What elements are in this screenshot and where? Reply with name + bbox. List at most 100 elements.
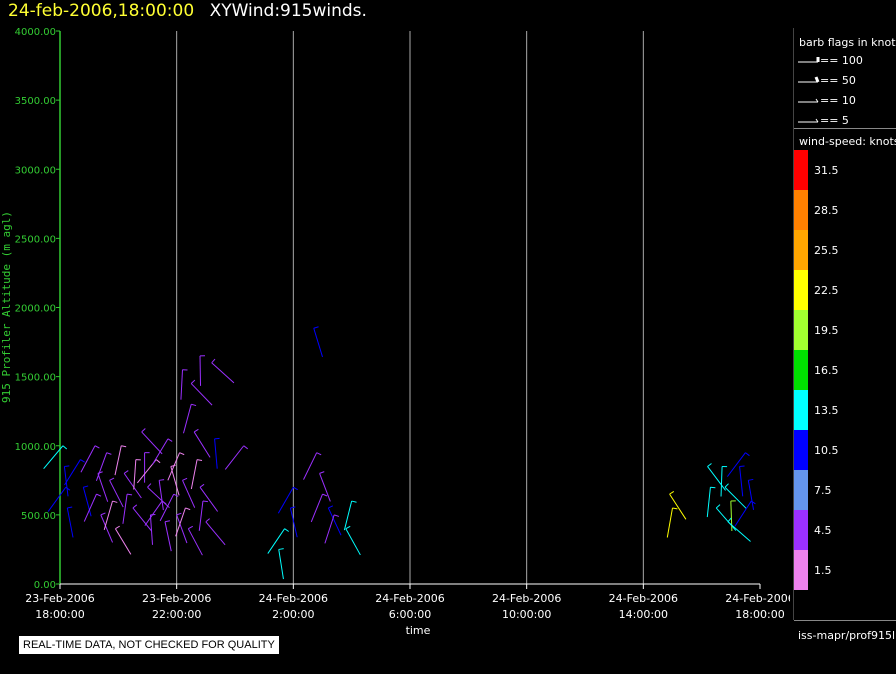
wind-barb <box>133 459 141 490</box>
wind-barb <box>726 452 750 477</box>
barb-legend-row: == 100 <box>798 54 863 67</box>
color-swatch <box>794 550 808 590</box>
barb-shaft <box>167 452 181 481</box>
barb-legend-label: == 100 <box>820 54 863 67</box>
y-tick-label: 0.00 <box>34 580 56 591</box>
barb-flag <box>159 479 165 481</box>
barb-flag <box>173 493 179 497</box>
wind-barb <box>152 438 173 465</box>
wind-barb <box>739 465 745 497</box>
barb-flag <box>96 493 102 497</box>
barb-legend-label: == 10 <box>820 94 856 107</box>
wind-barb <box>80 445 100 473</box>
barb-shaft <box>205 521 226 546</box>
color-swatch <box>794 390 808 430</box>
barb-shaft <box>83 493 97 522</box>
barb-flag <box>334 514 340 517</box>
barb-flag <box>62 445 68 450</box>
barb-shaft <box>190 383 213 406</box>
y-tick-label: 3000.00 <box>15 165 56 176</box>
barb-flag <box>100 512 106 516</box>
y-axis-ticks: 0.00 500.00 1000.00 1500.00 2000.00 2500.00 30… <box>15 27 60 591</box>
wind-barb <box>175 507 191 537</box>
data-source: iss-mapr/prof915l <box>798 629 896 642</box>
barb-flag <box>147 483 152 488</box>
barb-legend-row: == 50 <box>798 74 856 87</box>
wind-barb <box>180 369 188 400</box>
y-tick-label: 3500.00 <box>15 96 56 107</box>
wind-barb <box>141 428 163 455</box>
wind-barb <box>345 525 361 556</box>
barb-icon <box>798 76 820 83</box>
wind-barb <box>95 452 112 482</box>
wind-barbs <box>43 326 756 580</box>
color-swatch <box>794 470 808 510</box>
wind-barb <box>64 459 85 486</box>
barb-shaft <box>198 500 204 531</box>
barb-legend-row: == 10 <box>798 94 856 107</box>
wind-barb <box>190 459 203 490</box>
wind-barb <box>343 500 357 531</box>
y-tick-label: 500.00 <box>21 511 56 522</box>
barb-shaft <box>224 445 245 470</box>
wind-barb <box>183 403 197 434</box>
barb-flag <box>190 379 196 384</box>
barb-shaft <box>122 494 128 524</box>
barb-icon <box>798 118 819 123</box>
x-axis-ticks: 23-Feb-2006 18:00:00 23-Feb-2006 22:00:00 24… <box>25 584 790 621</box>
barb-flag <box>176 512 182 516</box>
barb-shaft <box>97 473 109 502</box>
barb-shaft <box>114 445 122 476</box>
barb-shaft <box>724 486 747 509</box>
barb-flag <box>127 493 133 496</box>
x-tick-time: 6:00:00 <box>389 608 431 621</box>
barb-shaft <box>267 528 285 554</box>
barb-shaft <box>80 445 96 473</box>
barb-flag <box>205 518 210 523</box>
wind-barb <box>205 518 226 546</box>
title-date: 24-feb-2006,18:00:00 <box>8 1 195 21</box>
barb-legend-label: == 50 <box>820 74 856 87</box>
wind-barb <box>82 485 92 517</box>
x-tick-time: 14:00:00 <box>619 608 668 621</box>
barb-shaft <box>199 355 202 386</box>
wind-barb <box>324 514 340 544</box>
wind-barb <box>103 500 118 531</box>
barb-flag <box>185 507 191 511</box>
color-swatch-label: 13.5 <box>814 404 839 417</box>
wind-barb <box>158 479 165 511</box>
x-tick-time: 18:00:00 <box>735 608 784 621</box>
color-swatch <box>794 310 808 350</box>
chart-title: 24-feb-2006,18:00:00 XYWind:915winds. <box>8 1 367 21</box>
barb-shaft <box>739 466 744 497</box>
wind-barb <box>224 445 248 470</box>
barb-shaft <box>43 445 64 470</box>
wind-barb <box>319 471 331 502</box>
wind-barb <box>707 463 726 491</box>
barb-flag <box>164 520 170 523</box>
barb-shaft <box>132 507 153 532</box>
barb-flag <box>745 452 750 457</box>
barb-flag <box>750 500 756 505</box>
barb-shaft <box>720 466 723 497</box>
barb-shaft <box>313 328 323 358</box>
barb-shaft <box>277 486 294 514</box>
barb-shaft <box>727 521 751 542</box>
barb-shaft <box>133 459 137 490</box>
barb-flag <box>193 428 199 433</box>
title-product: XYWind:915winds. <box>209 1 367 21</box>
x-tick-date: 24-Feb-2006 <box>725 592 790 605</box>
barb-shaft <box>726 452 746 477</box>
barb-flag <box>97 471 103 474</box>
barb-shaft <box>149 514 154 545</box>
barb-legend-row: == 5 <box>798 114 849 127</box>
barb-shaft <box>666 507 673 538</box>
wind-barb <box>278 548 284 580</box>
barb-flag <box>316 452 322 456</box>
wind-barb <box>734 500 756 527</box>
barb-shaft <box>278 549 284 580</box>
barb-shaft <box>319 473 331 502</box>
x-tick-date: 23-Feb-2006 <box>25 592 94 605</box>
wind-barb <box>182 477 196 508</box>
barb-shaft <box>63 466 69 497</box>
